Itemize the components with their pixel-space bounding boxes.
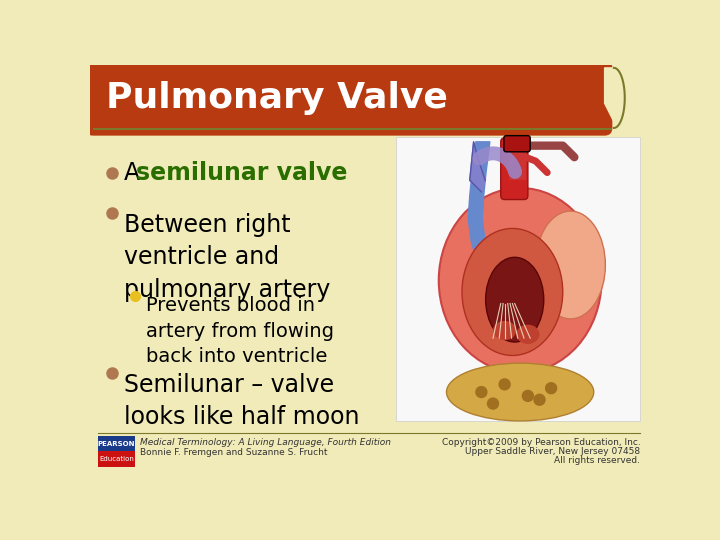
Text: Bonnie F. Fremgen and Suzanne S. Frucht: Bonnie F. Fremgen and Suzanne S. Frucht — [140, 448, 327, 457]
Polygon shape — [469, 142, 485, 192]
Text: Education: Education — [99, 456, 134, 462]
Ellipse shape — [446, 363, 594, 421]
Circle shape — [522, 390, 534, 402]
Circle shape — [545, 382, 557, 394]
Text: PEARSON: PEARSON — [98, 441, 135, 447]
Text: Copyright©2009 by Pearson Education, Inc.: Copyright©2009 by Pearson Education, Inc… — [441, 437, 640, 447]
Ellipse shape — [462, 228, 563, 355]
Text: Prevents blood in
artery from flowing
back into ventricle: Prevents blood in artery from flowing ba… — [145, 296, 334, 366]
Ellipse shape — [438, 188, 601, 373]
Text: semilunar valve: semilunar valve — [137, 160, 348, 185]
Text: Semilunar – valve
looks like half moon: Semilunar – valve looks like half moon — [124, 373, 359, 429]
Bar — [98, 451, 135, 467]
Bar — [508, 138, 526, 180]
Circle shape — [534, 394, 546, 406]
Text: Pulmonary Valve: Pulmonary Valve — [106, 81, 447, 115]
Text: All rights reserved.: All rights reserved. — [554, 456, 640, 465]
Text: Medical Terminology: A Living Language, Fourth Edition: Medical Terminology: A Living Language, … — [140, 437, 391, 447]
Ellipse shape — [516, 325, 539, 344]
Bar — [396, 137, 640, 421]
Circle shape — [498, 378, 510, 390]
Circle shape — [487, 397, 499, 410]
Circle shape — [475, 386, 487, 398]
Ellipse shape — [536, 211, 606, 319]
Text: Upper Saddle River, New Jersey 07458: Upper Saddle River, New Jersey 07458 — [465, 447, 640, 456]
Polygon shape — [605, 68, 645, 128]
Polygon shape — [468, 142, 490, 257]
FancyBboxPatch shape — [86, 60, 612, 136]
Text: A: A — [124, 160, 148, 185]
Ellipse shape — [485, 257, 544, 342]
Text: Between right
ventricle and
pulmonary artery: Between right ventricle and pulmonary ar… — [124, 213, 330, 302]
FancyBboxPatch shape — [86, 60, 652, 485]
FancyBboxPatch shape — [500, 138, 528, 200]
Polygon shape — [515, 138, 526, 184]
Bar — [98, 436, 135, 451]
Bar — [323, 68, 605, 128]
Ellipse shape — [493, 321, 516, 340]
Bar — [93, 128, 612, 130]
FancyBboxPatch shape — [504, 136, 530, 152]
